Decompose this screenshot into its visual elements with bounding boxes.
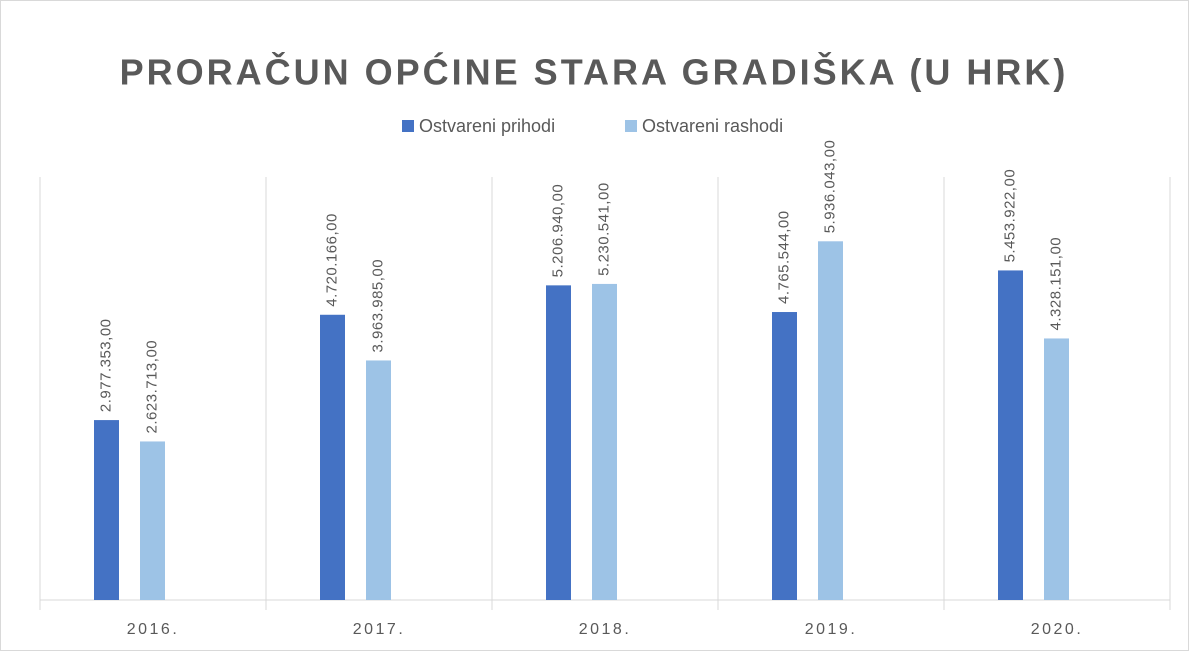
value-label: 3.963.985,00 xyxy=(369,259,386,353)
x-tick-label: 2016. xyxy=(127,621,180,638)
value-label: 2.623.713,00 xyxy=(143,340,160,434)
value-label: 5.453.922,00 xyxy=(1001,169,1018,263)
value-label: 4.765.544,00 xyxy=(775,210,792,304)
bar xyxy=(1044,338,1069,600)
value-label: 2.977.353,00 xyxy=(97,318,114,412)
bar xyxy=(772,312,797,600)
legend-swatch xyxy=(625,120,637,132)
legend-swatch xyxy=(402,120,414,132)
x-tick-label: 2018. xyxy=(579,621,632,638)
chart-title: PRORAČUN OPĆINE STARA GRADIŠKA (U HRK) xyxy=(120,51,1069,93)
bar xyxy=(94,420,119,600)
value-label: 4.720.166,00 xyxy=(323,213,340,307)
x-tick-label: 2017. xyxy=(353,621,406,638)
bar xyxy=(366,360,391,600)
bar xyxy=(592,283,617,600)
x-tick-label: 2019. xyxy=(805,621,858,638)
value-label: 5.936.043,00 xyxy=(821,140,838,234)
bar xyxy=(140,441,165,600)
legend-label: Ostvareni prihodi xyxy=(419,116,555,136)
value-label: 5.230.541,00 xyxy=(595,182,612,276)
value-label: 5.206.940,00 xyxy=(549,184,566,278)
legend-label: Ostvareni rashodi xyxy=(642,116,783,136)
x-tick-label: 2020. xyxy=(1031,621,1084,638)
bar xyxy=(998,270,1023,600)
bar xyxy=(818,241,843,600)
value-label: 4.328.151,00 xyxy=(1047,237,1064,331)
bar xyxy=(546,285,571,600)
bar xyxy=(320,314,345,600)
